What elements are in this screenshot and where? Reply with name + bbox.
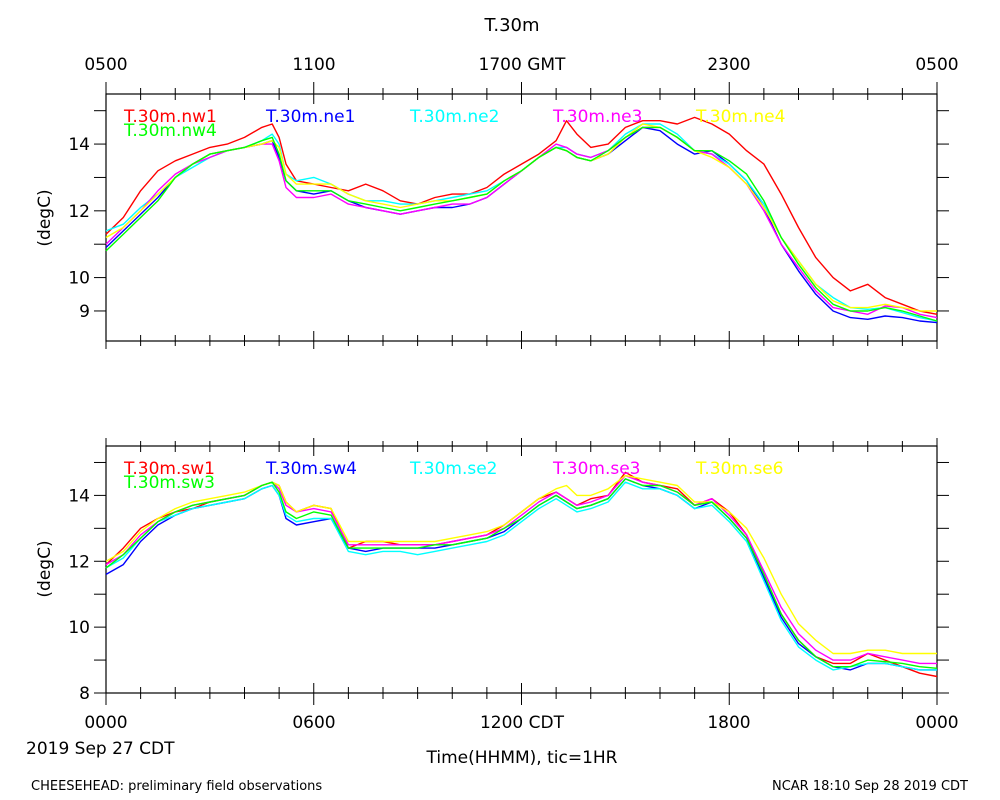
legend-entry-T-30m-sw4: T.30m.sw4 [265, 459, 357, 479]
legend-entry-T-30m-ne2: T.30m.ne2 [409, 107, 499, 127]
series-line-T-30m-sw4 [105, 478, 937, 671]
cdt-tick-label: 1800 [707, 713, 750, 733]
series-line-T-30m-ne2 [105, 123, 938, 322]
series-line-T-30m-nw1 [105, 116, 938, 315]
top-plot-frame [105, 93, 938, 342]
date-label: 2019 Sep 27 CDT [26, 739, 175, 759]
gmt-tick-label: 0500 [915, 55, 958, 75]
cdt-tick-label: 0000 [915, 713, 958, 733]
y-tick-label: 10 [68, 269, 90, 289]
cdt-axis-labels: 0000 0600 1200 CDT 1800 0000 [84, 713, 958, 733]
chart-title: T.30m [483, 15, 539, 36]
top-panel: (degC) 9 10 12 14 T.30m.nw1 T.30m.ne1 T.30m.ne… [35, 82, 949, 349]
gmt-tick-label: 0500 [84, 55, 127, 75]
cdt-tick-label: 0000 [84, 713, 127, 733]
series-line-T-30m-ne1 [105, 126, 938, 324]
y-tick-label: 10 [68, 618, 90, 638]
legend-entry-T-30m-nw1: T.30m.nw1 [123, 107, 217, 127]
series-line-T-30m-se6 [105, 474, 937, 655]
cdt-tick-label: 0600 [292, 713, 335, 733]
y-tick-label: 14 [68, 135, 90, 155]
legend-entry-T-30m-ne4: T.30m.ne4 [695, 107, 785, 127]
series-line-T-30m-sw3 [105, 478, 938, 669]
gmt-tick-label: 1100 [292, 55, 335, 75]
cdt-tick-label: 1200 CDT [480, 713, 565, 733]
gmt-tick-label: 1700 GMT [479, 55, 567, 75]
series-line-T-30m-se3 [105, 474, 937, 665]
y-tick-label: 12 [68, 202, 90, 222]
legend-entry-T-30m-se3: T.30m.se3 [552, 459, 641, 479]
legend-entry-T-30m-nw4: T.30m.nw4 [123, 121, 217, 141]
legend-entry-T-30m-ne1: T.30m.ne1 [265, 107, 355, 127]
gmt-tick-label: 2300 [707, 55, 750, 75]
footer-right: NCAR 18:10 Sep 28 2019 CDT [772, 779, 968, 794]
y-tick-label: 14 [68, 486, 90, 506]
gmt-axis-labels: 0500 1100 1700 GMT 2300 0500 [84, 55, 958, 75]
legend-entry-T-30m-sw3: T.30m.sw3 [123, 473, 215, 493]
bottom-panel-ylabel: (degC) [35, 540, 55, 597]
y-tick-label: 12 [68, 552, 90, 572]
top-panel-ylabel: (degC) [35, 189, 55, 246]
x-axis-label: Time(HHMM), tic=1HR [426, 748, 618, 768]
series-line-T-30m-sw1 [105, 471, 938, 678]
series-line-T-30m-nw4 [105, 126, 938, 322]
bottom-panel: (degC) 8 10 12 14 T.30m.sw1 T.30m.sw4 T.30m.se… [35, 438, 949, 705]
y-tick-label: 9 [79, 302, 90, 322]
legend-entry-T-30m-se6: T.30m.se6 [695, 459, 784, 479]
series-line-T-30m-se2 [105, 481, 937, 671]
bottom-series-lines [105, 471, 938, 678]
y-tick-label: 8 [79, 684, 90, 704]
bottom-plot-frame [105, 445, 938, 694]
legend-entry-T-30m-sw1: T.30m.sw1 [123, 459, 215, 479]
legend-entry-T-30m-ne3: T.30m.ne3 [552, 107, 642, 127]
footer-left: CHEESEHEAD: preliminary field observatio… [31, 779, 322, 794]
legend-entry-T-30m-se2: T.30m.se2 [409, 459, 498, 479]
top-series-lines [105, 116, 938, 324]
